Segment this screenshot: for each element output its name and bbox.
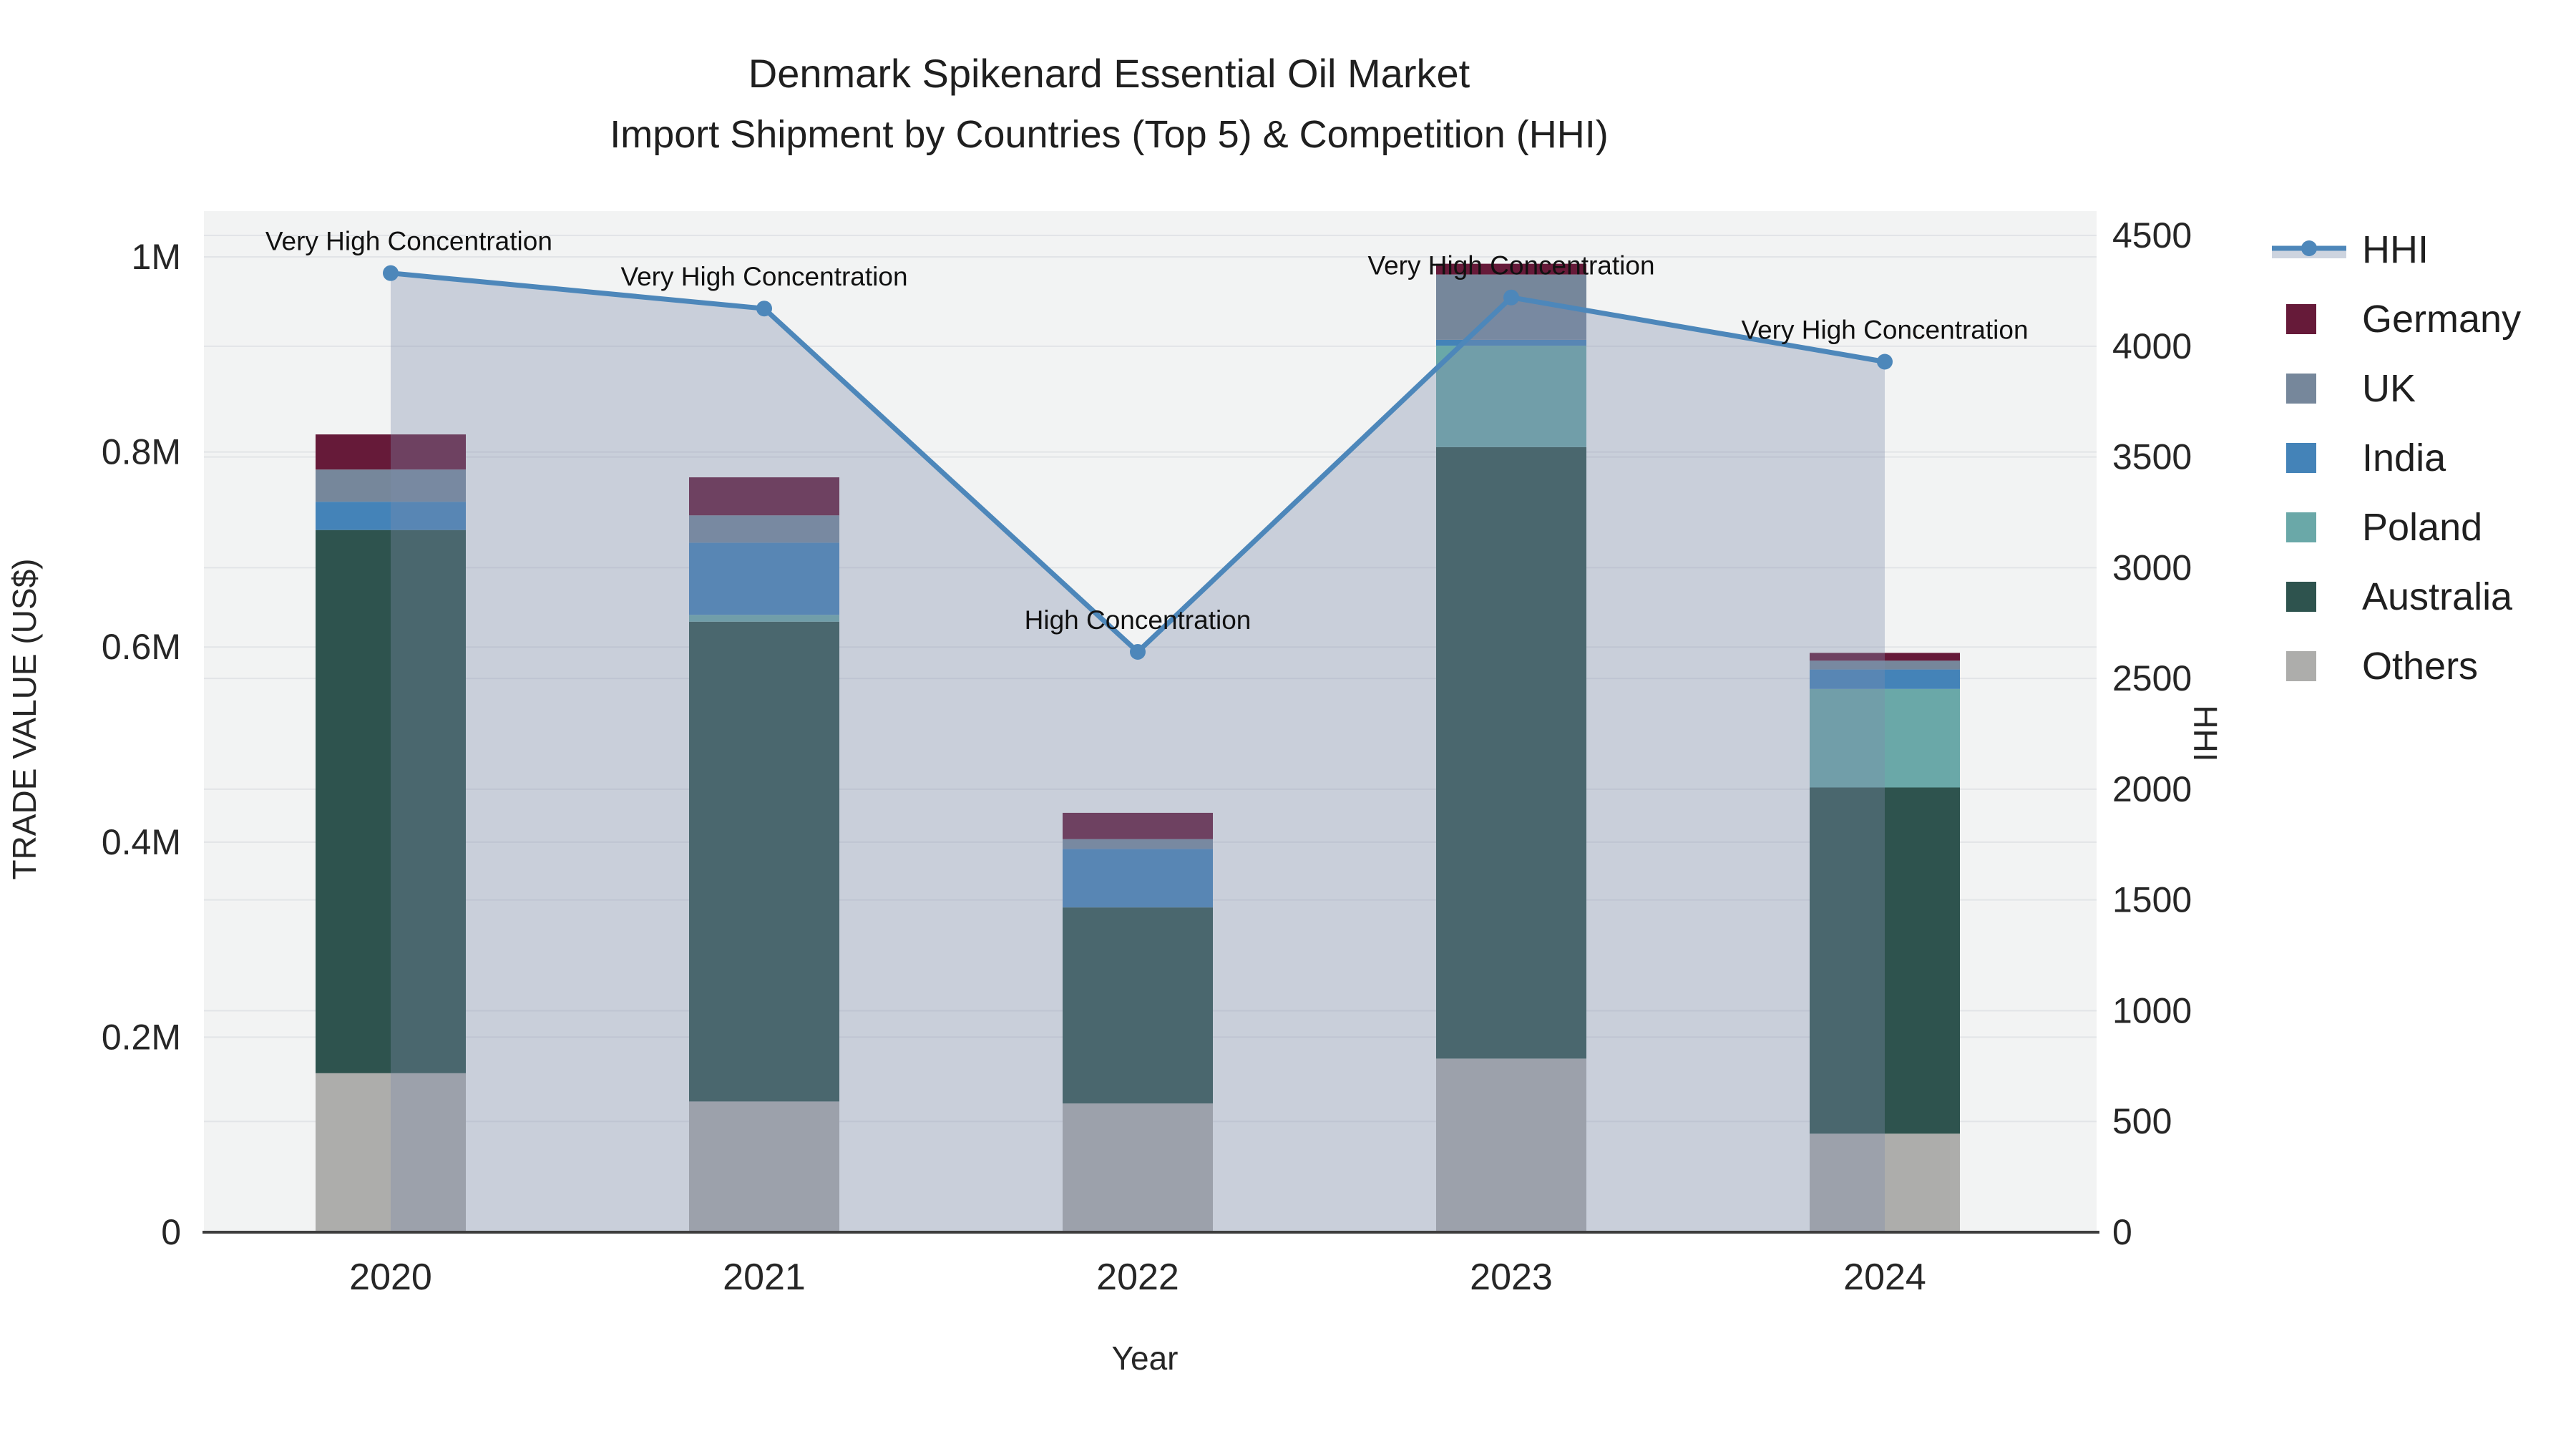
legend-item-australia[interactable]: Australia [2272,562,2521,631]
hhi-marker-2023[interactable] [1503,289,1519,306]
legend-swatch-icon [2272,512,2346,543]
legend-swatch-icon [2272,650,2346,682]
right-tick-label: 2000 [2112,769,2192,809]
bar-poland-2023[interactable] [1436,346,1586,447]
legend-item-label: Poland [2362,505,2483,549]
legend-swatch-icon [2272,303,2346,335]
right-axis-title: HHI [2187,705,2224,762]
legend-item-label: Australia [2362,575,2513,618]
right-tick-label: 2500 [2112,658,2192,698]
hhi-area-fill [391,273,1885,1232]
annotation-2024: Very High Concentration [1741,315,2028,344]
right-tick-label: 3500 [2112,437,2192,477]
x-tick-label-2021: 2021 [723,1257,806,1298]
chart-title: Denmark Spikenard Essential Oil Market I… [0,43,2218,165]
x-tick-label-2022: 2022 [1096,1257,1179,1298]
legend-item-hhi[interactable]: HHI [2272,215,2521,284]
bar-uk-2022[interactable] [1063,839,1213,849]
bar-poland-2021[interactable] [689,615,839,622]
legend-item-poland[interactable]: Poland [2272,492,2521,562]
legend-swatch-icon [2272,581,2346,613]
legend-item-label: Germany [2362,297,2522,341]
chart-title-line1: Denmark Spikenard Essential Oil Market [748,51,1470,96]
bar-australia-2020[interactable] [316,530,466,1073]
bar-india-2024[interactable] [1810,669,1960,689]
legend-item-india[interactable]: India [2272,423,2521,492]
right-tick-label: 1000 [2112,990,2192,1030]
legend-item-germany[interactable]: Germany [2272,284,2521,353]
bar-germany-2022[interactable] [1063,812,1213,839]
left-tick-label: 1M [132,237,181,277]
hhi-marker-2022[interactable] [1130,643,1146,660]
x-tick-label-2023: 2023 [1470,1257,1553,1298]
bar-australia-2021[interactable] [689,621,839,1102]
bar-poland-2024[interactable] [1810,688,1960,788]
right-tick-label: 500 [2112,1101,2172,1141]
legend-swatch-icon [2286,581,2316,612]
annotation-2021: Very High Concentration [620,262,907,291]
bar-australia-2024[interactable] [1810,787,1960,1134]
hhi-marker-2021[interactable] [756,301,772,317]
bar-others-2022[interactable] [1063,1103,1213,1232]
left-tick-label: 0.6M [102,627,181,667]
left-tick-label: 0.8M [102,432,181,472]
bar-india-2021[interactable] [689,542,839,615]
bar-india-2020[interactable] [316,502,466,530]
bar-germany-2020[interactable] [316,434,466,470]
right-tick-label: 0 [2112,1212,2132,1252]
left-tick-label: 0 [161,1212,181,1252]
bar-germany-2023[interactable] [1436,263,1586,275]
legend-item-others[interactable]: Others [2272,631,2521,701]
legend-item-uk[interactable]: UK [2272,353,2521,423]
legend-swatch-icon [2286,650,2316,681]
bar-india-2023[interactable] [1436,339,1586,346]
legend: HHI Germany UK India Poland Australia Others [2272,215,2521,701]
hhi-line-icon [2272,234,2346,265]
right-tick-label: 4500 [2112,215,2192,255]
legend-item-label: UK [2362,366,2416,410]
right-tick-label: 3000 [2112,547,2192,587]
bar-uk-2024[interactable] [1810,660,1960,670]
legend-swatch-icon [2272,373,2346,404]
annotation-2023: Very High Concentration [1367,251,1654,280]
x-tick-label-2020: 2020 [349,1257,432,1298]
bar-uk-2020[interactable] [316,469,466,502]
annotation-2020: Very High Concentration [265,227,552,256]
bar-others-2024[interactable] [1810,1133,1960,1232]
bar-others-2021[interactable] [689,1101,839,1232]
legend-item-label: India [2362,436,2446,479]
bar-australia-2022[interactable] [1063,907,1213,1104]
legend-item-label: HHI [2362,228,2429,271]
annotation-2022: High Concentration [1025,605,1252,635]
bar-uk-2021[interactable] [689,515,839,543]
left-tick-label: 0.4M [102,822,181,862]
chart-title-line2: Import Shipment by Countries (Top 5) & C… [610,112,1609,156]
legend-swatch-icon [2286,442,2316,473]
legend-item-label: Others [2362,644,2479,688]
bar-others-2023[interactable] [1436,1058,1586,1232]
left-tick-label: 0.2M [102,1017,181,1057]
bar-australia-2023[interactable] [1436,447,1586,1059]
bar-india-2022[interactable] [1063,849,1213,908]
x-tick-label-2024: 2024 [1843,1257,1926,1298]
legend-swatch-icon [2286,373,2316,404]
bar-germany-2021[interactable] [689,477,839,516]
legend-swatch-icon [2286,303,2316,334]
x-axis-title: Year [1111,1340,1179,1377]
legend-swatch-icon [2286,512,2316,542]
bar-others-2020[interactable] [316,1073,466,1232]
right-tick-label: 4000 [2112,326,2192,366]
hhi-marker-2024[interactable] [1877,353,1893,370]
hhi-marker-2020[interactable] [383,265,399,281]
legend-swatch-icon [2272,442,2346,474]
bar-germany-2024[interactable] [1810,653,1960,661]
left-axis-title: TRADE VALUE (US$) [6,558,43,880]
right-tick-label: 1500 [2112,880,2192,920]
